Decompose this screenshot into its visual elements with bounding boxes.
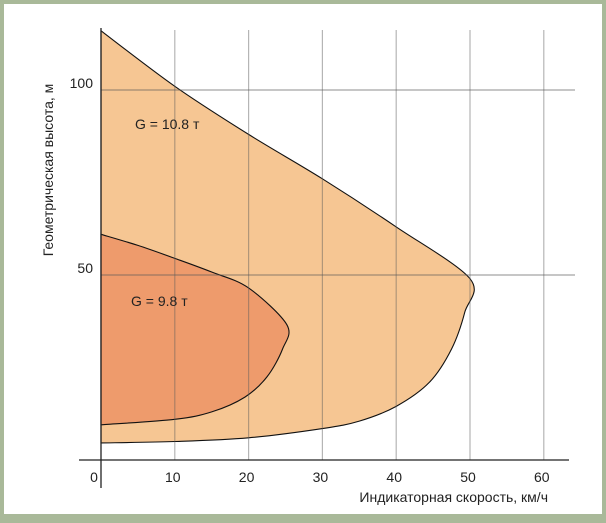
x-tick-label-0: 0	[90, 469, 98, 485]
x-tick-label-60: 60	[534, 469, 550, 485]
y-tick-label-50: 50	[77, 260, 93, 276]
y-tick-label-100: 100	[70, 75, 94, 91]
x-tick-label-10: 10	[165, 469, 181, 485]
x-tick-label-30: 30	[313, 469, 329, 485]
series-label-outer: G = 10.8 т	[135, 116, 200, 132]
x-tick-label-40: 40	[386, 469, 402, 485]
x-axis-label: Индикаторная скорость, км/ч	[359, 489, 548, 505]
series-label-inner: G = 9.8 т	[131, 293, 188, 309]
area-g-9-8	[100, 233, 290, 426]
x-tick-label-50: 50	[460, 469, 476, 485]
y-axis-label: Геометрическая высота, м	[40, 84, 56, 257]
x-tick-label-20: 20	[239, 469, 255, 485]
